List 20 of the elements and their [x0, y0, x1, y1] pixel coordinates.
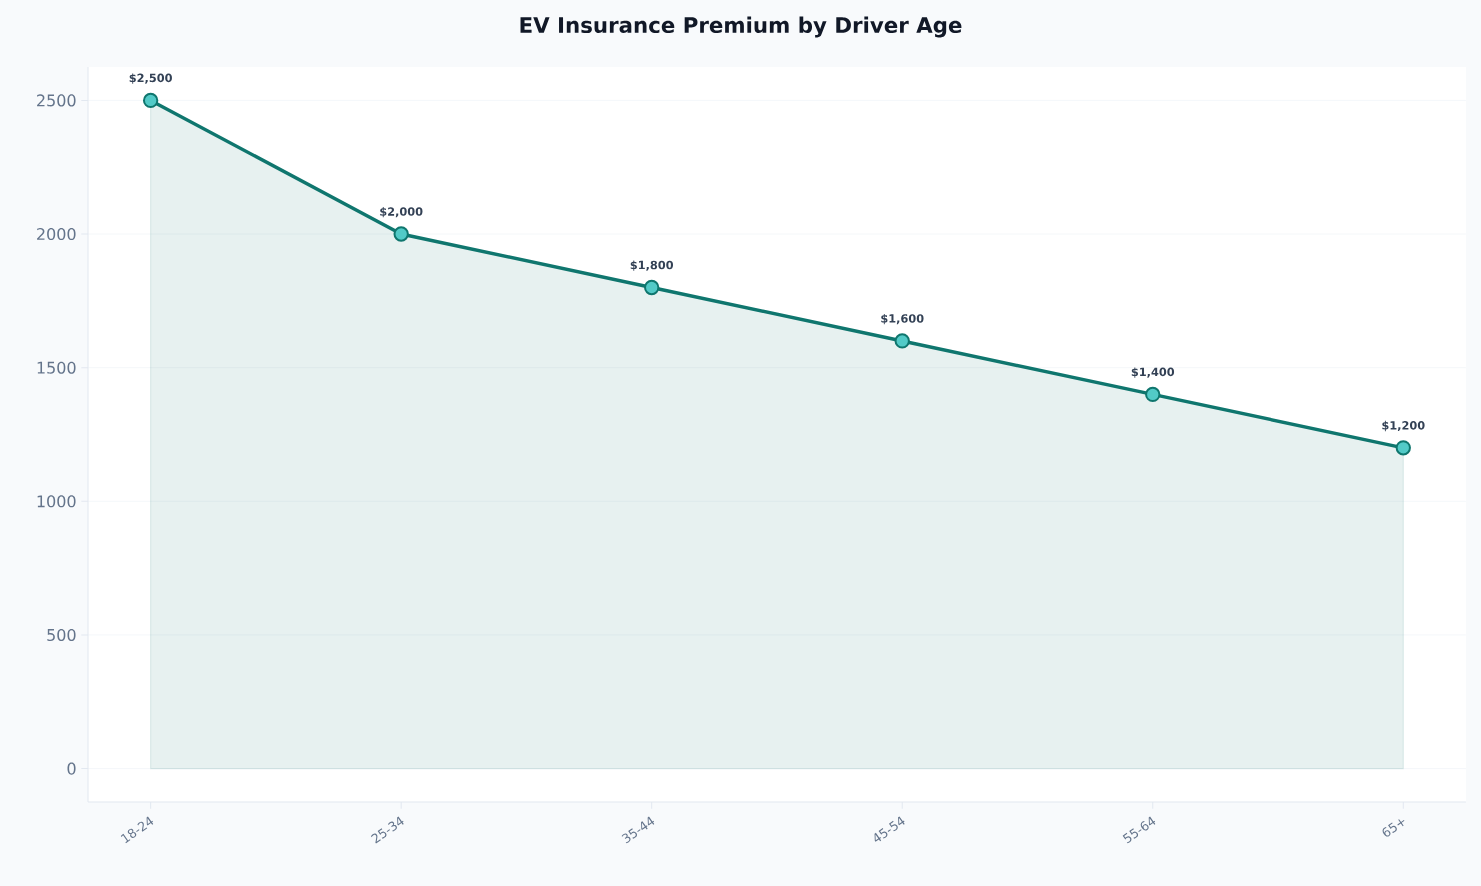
y-tick-label: 1000 — [37, 495, 76, 508]
x-tick-label: 65+ — [1382, 819, 1405, 837]
data-label: $1,400 — [1131, 367, 1175, 378]
data-label: $1,800 — [630, 260, 674, 271]
point — [1145, 386, 1161, 403]
y-tick-label: 0 — [67, 762, 76, 775]
point — [1395, 440, 1411, 456]
y-tick-label: 1500 — [37, 361, 76, 374]
data-label: $1,600 — [881, 313, 924, 325]
data-label: $2,000 — [380, 207, 423, 218]
point — [393, 226, 409, 242]
chart-title: EV Insurance Premium by Driver Age — [520, 16, 962, 38]
data-label: $2,500 — [129, 73, 172, 84]
y-tick-label: 500 — [47, 628, 76, 642]
data-label: $1,200 — [1382, 420, 1425, 432]
point — [142, 92, 159, 109]
point — [644, 279, 660, 296]
point — [894, 333, 910, 349]
y-tick-label: 2000 — [37, 227, 76, 241]
y-tick-label: 2500 — [37, 94, 76, 107]
